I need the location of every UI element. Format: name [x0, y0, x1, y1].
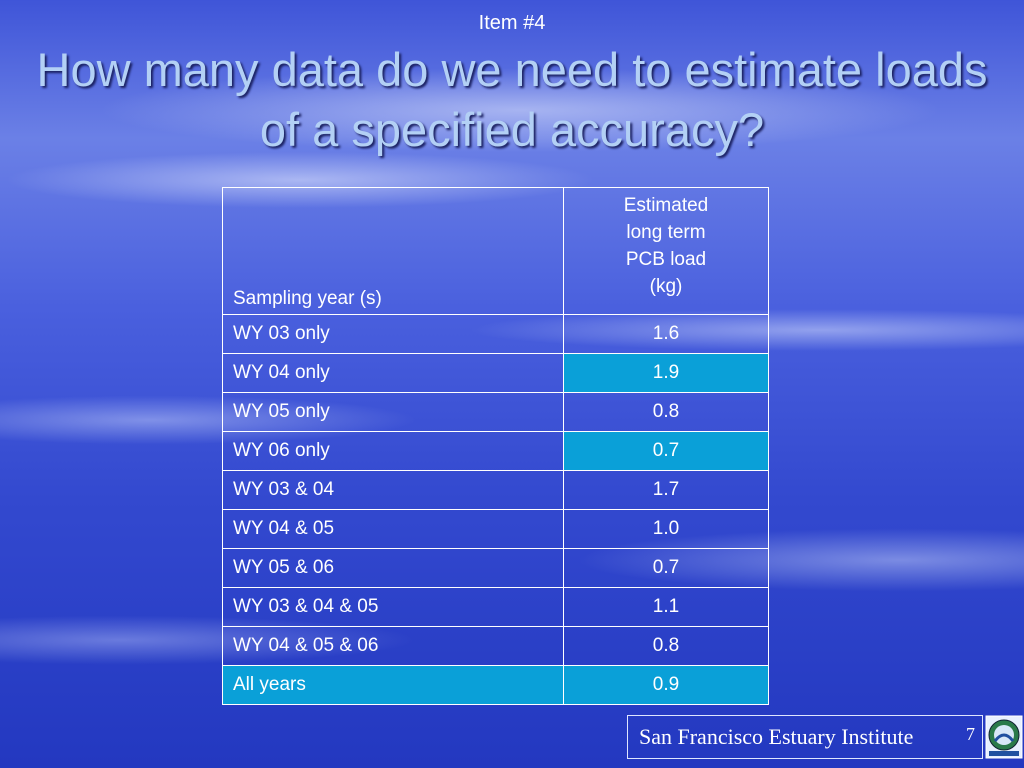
pcb-load: 1.1 [563, 587, 769, 627]
page-number: 7 [966, 724, 975, 744]
pcb-load: 1.7 [563, 470, 769, 510]
header-row: Sampling year (s) Estimated long term PC… [222, 187, 769, 315]
data-table: Sampling year (s) Estimated long term PC… [222, 187, 769, 705]
pcb-load: 1.9 [563, 353, 769, 393]
column-header: Estimated long term PCB load (kg) [563, 187, 769, 315]
sampling-year: WY 03 & 04 [222, 470, 564, 510]
table-row: WY 05 & 06 0.7 [222, 548, 769, 588]
sampling-year: WY 05 & 06 [222, 548, 564, 588]
pcb-load: 1.6 [563, 314, 769, 354]
table-row: WY 04 only 1.9 [222, 353, 769, 393]
sampling-year: WY 03 only [222, 314, 564, 354]
table-row: WY 04 & 05 1.0 [222, 509, 769, 549]
table-row: WY 05 only 0.8 [222, 392, 769, 432]
sampling-year: All years [222, 665, 564, 705]
table-row: WY 03 & 04 1.7 [222, 470, 769, 510]
table-row: WY 06 only 0.7 [222, 431, 769, 471]
institute-name: San Francisco Estuary Institute [639, 724, 914, 749]
slide-title: How many data do we need to estimate loa… [36, 43, 988, 156]
sampling-year: WY 04 only [222, 353, 564, 393]
pcb-load: 0.8 [563, 626, 769, 666]
table-row: WY 03 only 1.6 [222, 314, 769, 354]
pcb-load: 0.7 [563, 431, 769, 471]
pcb-load: 0.7 [563, 548, 769, 588]
sampling-year: WY 04 & 05 & 06 [222, 626, 564, 666]
sampling-year: WY 05 only [222, 392, 564, 432]
pcb-load: 1.0 [563, 509, 769, 549]
sampling-year: WY 04 & 05 [222, 509, 564, 549]
footer-box: San Francisco Estuary Institute [627, 715, 983, 759]
table-row: WY 04 & 05 & 06 0.8 [222, 626, 769, 666]
item-label: Item #4 [478, 12, 546, 34]
table-row: All years 0.9 [222, 665, 769, 705]
sampling-year: WY 03 & 04 & 05 [222, 587, 564, 627]
logo [985, 715, 1023, 759]
pcb-load: 0.9 [563, 665, 769, 705]
sampling-year: WY 06 only [222, 431, 564, 471]
pcb-load: 0.8 [563, 392, 769, 432]
column-header: Sampling year (s) [222, 187, 564, 315]
table-row: WY 03 & 04 & 05 1.1 [222, 587, 769, 627]
